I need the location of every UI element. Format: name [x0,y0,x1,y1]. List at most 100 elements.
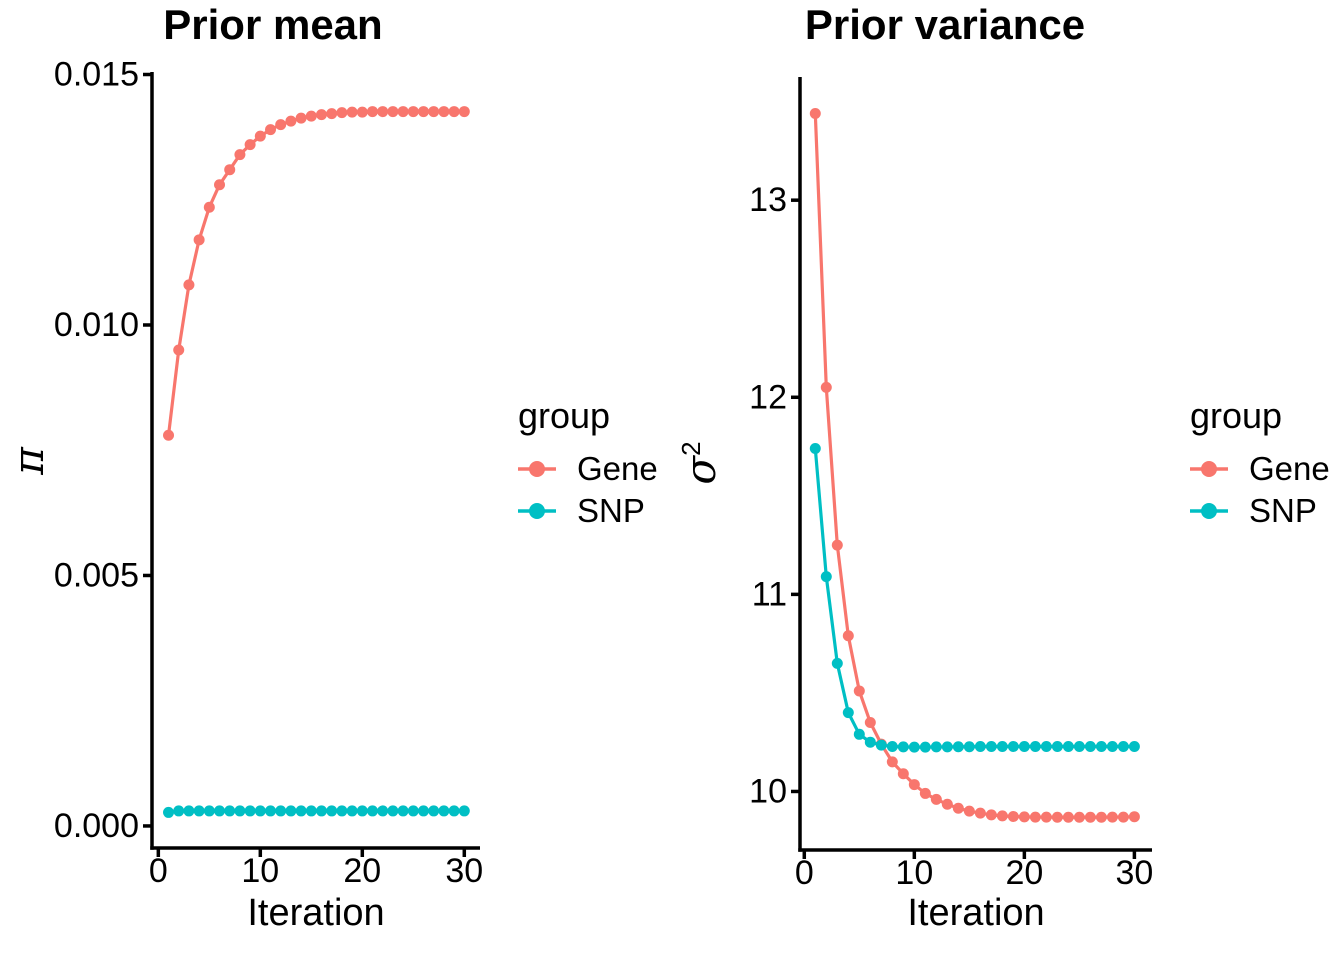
y-tick-label: 0.000 [54,807,139,845]
snp-data-point [1007,741,1019,753]
snp-data-point [897,741,909,753]
snp-data-point [864,736,876,748]
snp-data-point [193,805,205,817]
x-tick-label: 0 [149,852,168,890]
x-tick-label: 10 [895,854,933,892]
legend-label-gene: Gene [577,450,658,488]
gene-data-point [963,805,975,817]
legend: group Gene SNP [518,396,658,532]
gene-data-point [224,164,236,176]
snp-data-point [1029,741,1041,753]
gene-data-point [173,344,185,356]
legend-key-gene-icon [1190,460,1228,477]
gene-data-point [809,107,821,119]
gene-data-point [458,106,470,118]
gene-data-point [295,112,307,124]
gene-data-point [316,109,328,121]
snp-data-point [224,805,236,817]
gene-data-point [234,149,246,161]
snp-data-point [1095,741,1107,753]
snp-data-point [356,805,368,817]
legend-entry-snp: SNP [1190,490,1330,532]
gene-data-point [244,139,256,151]
legend-key-dot [529,460,545,477]
snp-data-point [163,806,175,818]
snp-data-point [377,805,389,817]
y-axis-label: π [4,447,53,475]
snp-data-point [985,741,997,753]
y-tick-label: 13 [749,181,787,219]
snp-data-point [919,741,931,753]
y-tick-label: 11 [752,575,787,613]
snp-data-point [1062,741,1074,753]
snp-data-point [397,805,409,817]
gene-data-point [336,107,348,119]
legend-title: group [1190,395,1283,436]
gene-data-point [326,108,338,120]
chart-title: Prior variance [804,1,1086,48]
gene-data-point [397,106,409,118]
snp-data-point [853,728,865,740]
snp-data-point [1084,741,1096,753]
snp-data-point [417,805,429,817]
snp-data-point [1018,741,1030,753]
snp-data-point [336,805,348,817]
x-axis-label: Iteration [907,892,1045,934]
y-axis-label-symbol: σ [676,455,725,485]
gene-data-point [1018,811,1030,823]
x-tick-label: 30 [445,852,483,890]
snp-data-point [346,805,358,817]
x-tick-label: 20 [343,852,381,890]
gene-data-point [377,106,389,118]
x-tick-label: 30 [1115,854,1153,892]
gene-data-point [1084,811,1096,823]
gene-data-point [265,124,277,136]
gene-data-point [254,130,266,142]
gene-data-point [1007,810,1019,822]
y-tick-label: 0.005 [54,556,139,594]
snp-data-point [244,805,256,817]
snp-data-point [234,805,246,817]
gene-data-point [985,809,997,821]
gene-data-point [941,798,953,810]
gene-data-point [305,110,317,122]
snp-data-point [275,805,287,817]
gene-data-point [163,429,175,441]
gene-data-point [1040,811,1052,823]
snp-data-point [387,805,399,817]
gene-data-point [1117,811,1129,823]
gene-data-point [842,630,854,642]
gene-data-point [356,106,368,118]
x-axis-label: Iteration [247,892,385,934]
y-axis-label-symbol: π [4,447,53,475]
snp-data-point [809,443,821,455]
snp-data-point [173,805,185,817]
legend-key-snp-icon [1190,502,1228,519]
gene-data-point [996,810,1008,822]
gene-data-point [428,106,440,118]
snp-data-point [831,657,843,669]
snp-data-point [952,741,964,753]
legend-entry-snp: SNP [518,490,658,532]
snp-data-point [1117,741,1129,753]
gene-data-point [285,115,297,127]
snp-data-point [886,741,898,753]
series-line-gene [813,113,1135,819]
y-axis-label-superscript: 2 [676,441,706,456]
gene-data-point [1062,811,1074,823]
legend-label-snp: SNP [1249,492,1317,530]
snp-data-point [254,805,266,817]
snp-data-point [407,805,419,817]
snp-data-point [265,805,277,817]
snp-data-point [203,805,215,817]
snp-data-point [438,805,450,817]
snp-data-point [326,805,338,817]
legend-label-snp: SNP [577,492,645,530]
y-tick-label: 12 [749,378,787,416]
legend-key-dot [1201,502,1217,519]
snp-data-point [305,805,317,817]
chart-title: Prior mean [163,1,383,48]
gene-data-point [820,381,832,393]
prior-mean-plot: 0 10 20 30 0.000 0.005 0.010 0.015 [54,56,483,890]
gene-data-point [853,685,865,697]
